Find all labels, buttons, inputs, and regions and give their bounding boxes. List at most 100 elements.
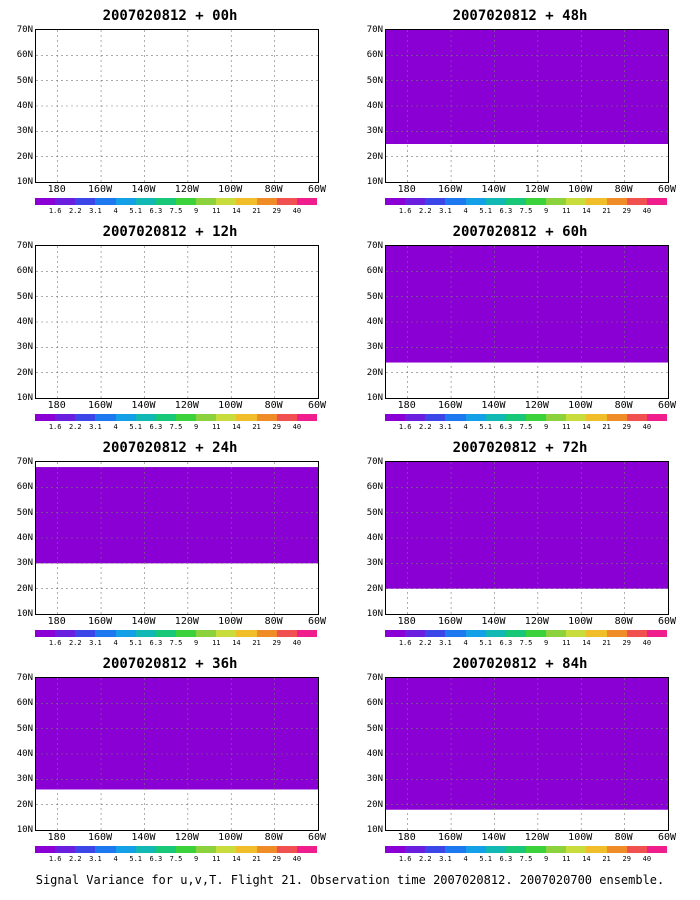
latitude-label: 40N — [366, 533, 383, 543]
colorbar-swatch — [216, 414, 237, 421]
longitude-label: 140W — [481, 184, 506, 195]
colorbar-swatch — [75, 630, 96, 637]
latitude-label: 30N — [366, 774, 383, 785]
colorbar-swatch — [75, 198, 96, 205]
colorbar-label: 1.6 — [48, 855, 62, 863]
colorbar-label: 21 — [602, 423, 611, 431]
colorbar-label: 40 — [642, 423, 652, 431]
variance-band — [386, 246, 668, 363]
colorbar-swatch — [405, 630, 426, 637]
panel-title: 2007020812 + 12h — [102, 224, 238, 240]
colorbar-label: 14 — [232, 423, 241, 431]
figure-caption: Signal Variance for u,v,T. Flight 21. Ob… — [35, 873, 665, 887]
longitude-label: 80W — [614, 832, 633, 843]
latitude-label: 50N — [366, 291, 383, 302]
colorbar-label: 5.1 — [479, 207, 493, 215]
colorbar-label: 5.1 — [129, 423, 143, 431]
longitude-label: 100W — [218, 400, 243, 411]
colorbar-swatch — [465, 198, 486, 205]
colorbar-label: 7.5 — [169, 855, 183, 863]
longitude-label: 180 — [397, 184, 416, 195]
variance-band — [386, 678, 668, 810]
latitude-label: 70N — [16, 241, 33, 251]
colorbar-label: 29 — [622, 423, 631, 431]
longitude-label: 100W — [568, 184, 593, 195]
colorbar-label: 14 — [582, 423, 591, 431]
colorbar-label: 7.5 — [169, 423, 183, 431]
colorbar-swatch — [95, 414, 116, 421]
map-panel: 2007020812 + 24h 70N 60N 50N 40N 30N 20N 10N 180… — [0, 439, 340, 649]
colorbar-swatch — [276, 846, 297, 853]
colorbar-label: 3.1 — [89, 423, 102, 431]
colorbar-swatch — [425, 198, 446, 205]
latitude-label: 20N — [366, 799, 383, 810]
colorbar-label: 9 — [194, 423, 199, 431]
latitude-label: 30N — [366, 126, 383, 137]
map-area — [385, 245, 669, 399]
longitude-label: 120W — [524, 616, 549, 627]
colorbar-label: 11 — [562, 207, 571, 215]
latitude-label: 50N — [366, 507, 383, 518]
longitude-label: 180 — [47, 184, 66, 195]
colorbar-swatch — [196, 846, 217, 853]
colorbar — [385, 198, 667, 205]
longitude-label: 120W — [524, 832, 549, 843]
colorbar-swatch — [276, 414, 297, 421]
latitude-label: 50N — [366, 75, 383, 86]
panel-title: 2007020812 + 48h — [452, 8, 588, 24]
colorbar-swatch — [465, 846, 486, 853]
longitude-label: 100W — [568, 832, 593, 843]
colorbar-swatch — [55, 630, 76, 637]
colorbar-swatch — [35, 414, 56, 421]
latitude-label: 60N — [366, 698, 383, 709]
map-panel: 2007020812 + 00h 70N 60N 50N 40N 30N 20N 10N 180… — [0, 7, 340, 217]
colorbar-label: 3.1 — [89, 207, 102, 215]
colorbar-label: 3.1 — [89, 855, 102, 863]
colorbar-swatch — [155, 846, 176, 853]
colorbar-label: 1.6 — [398, 423, 412, 431]
longitude-label: 160W — [438, 400, 463, 411]
colorbar-swatch — [216, 630, 237, 637]
colorbar-label: 3.1 — [439, 423, 452, 431]
colorbar-swatch — [445, 846, 466, 853]
colorbar-swatch — [216, 198, 237, 205]
colorbar-label: 9 — [544, 855, 549, 863]
latitude-label: 60N — [16, 50, 33, 61]
variance-map — [36, 462, 318, 614]
colorbar-label: 21 — [252, 207, 261, 215]
longitude-label: 120W — [174, 184, 199, 195]
longitude-label: 140W — [481, 400, 506, 411]
latitude-label: 70N — [16, 673, 33, 683]
colorbar-label: 6.3 — [499, 207, 513, 215]
colorbar-swatch — [445, 630, 466, 637]
colorbar-label: 21 — [252, 639, 261, 647]
longitude-label: 180 — [397, 400, 416, 411]
variance-band — [386, 30, 668, 144]
variance-band — [386, 462, 668, 589]
colorbar-swatch — [115, 414, 136, 421]
colorbar-label: 3.1 — [439, 639, 452, 647]
map-panel: 2007020812 + 12h 70N 60N 50N 40N 30N 20N 10N 180… — [0, 223, 340, 433]
colorbar-label: 9 — [544, 639, 549, 647]
longitude-label: 80W — [614, 184, 633, 195]
colorbar-swatch — [175, 414, 197, 421]
latitude-label: 60N — [16, 482, 33, 493]
colorbar-label: 4 — [463, 423, 468, 431]
colorbar-label: 9 — [544, 207, 549, 215]
latitude-label: 10N — [366, 609, 383, 619]
colorbar-swatch — [485, 414, 506, 421]
panel-title: 2007020812 + 24h — [102, 440, 238, 456]
colorbar-label: 4 — [463, 639, 468, 647]
map-area — [385, 29, 669, 183]
colorbar-label: 4 — [113, 423, 118, 431]
latitude-label: 50N — [16, 291, 33, 302]
map-area — [385, 677, 669, 831]
latitude-label: 70N — [366, 25, 383, 35]
colorbar-swatch — [405, 414, 426, 421]
colorbar-swatch — [35, 846, 56, 853]
colorbar-swatch — [546, 846, 567, 853]
colorbar-swatch — [95, 630, 116, 637]
variance-map — [386, 246, 668, 398]
longitude-label: 120W — [524, 400, 549, 411]
colorbar-label: 7.5 — [519, 639, 533, 647]
